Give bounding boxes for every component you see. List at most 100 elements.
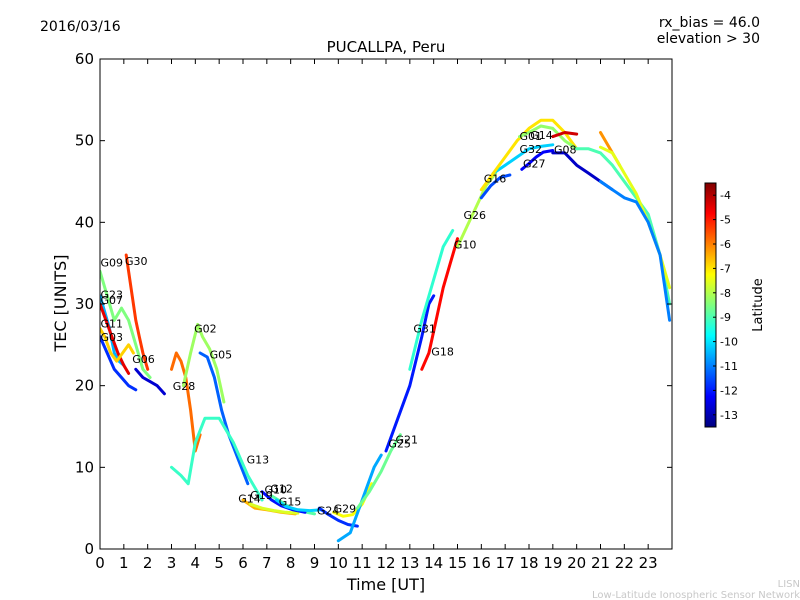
colorbar-tick-label: -4 — [720, 189, 731, 202]
series-line-G27 — [520, 149, 555, 171]
satellite-label: G25 — [388, 438, 411, 451]
plot-frame — [99, 58, 673, 550]
series-line-G18 — [420, 237, 459, 371]
x-tick-label: 21 — [591, 554, 610, 572]
satellite-label: G10 — [265, 484, 288, 497]
footer-org-full: Low-Latitude Ionospheric Sensor Network — [592, 590, 800, 600]
series-line-G26 — [456, 171, 498, 249]
x-tick-label: 4 — [191, 554, 201, 572]
satellite-label: G13 — [247, 453, 270, 466]
axes: 0 1 2 3 4 5 6 7 8 9 10 11 12 13 14 15 16 17 18 19 20 21 22 2301… — [75, 50, 673, 572]
y-axis-label: TEC [UNITS] — [51, 255, 70, 353]
series-line-G25 — [336, 453, 383, 543]
y-tick-label: 50 — [75, 132, 94, 150]
colorbar-tick-label: -5 — [720, 214, 731, 227]
satellite-label: G05 — [210, 349, 233, 362]
satellite-label: G12 — [270, 483, 293, 496]
x-tick-label: 6 — [238, 554, 248, 572]
plot-area — [100, 118, 672, 543]
y-tick-label: 60 — [75, 50, 94, 68]
series-line-G33 — [599, 180, 672, 322]
satellite-label: G23 — [101, 288, 124, 301]
colorbar-label: Latitude — [751, 278, 766, 332]
series-line-G02 — [181, 322, 226, 404]
satellite-label: G29 — [334, 502, 357, 515]
date-label: 2016/03/16 — [40, 19, 121, 35]
satellite-label: G31 — [413, 323, 436, 336]
series-line-G13 — [170, 416, 264, 502]
series-line-G16 — [479, 173, 512, 200]
y-tick-label: 40 — [75, 213, 94, 231]
satellite-label: G32 — [520, 143, 543, 156]
satellite-labels: G09 G30G23G07G11G03G06G02G05G28G13G14G19G… — [101, 129, 577, 518]
colorbar-tick-label: -7 — [720, 262, 731, 275]
series-line-G14b — [518, 124, 579, 151]
elevation-label: elevation > 30 — [657, 31, 760, 47]
x-tick-label: 7 — [262, 554, 272, 572]
series-line-G07 — [100, 302, 131, 375]
chart-title: PUCALLPA, Peru — [327, 38, 446, 56]
satellite-label: G08 — [554, 144, 577, 157]
colorbar-tick-label: -8 — [720, 287, 731, 300]
satellite-label: G14 — [530, 129, 553, 142]
satellite-label: G24 — [317, 505, 340, 518]
series-line-G28 — [170, 351, 202, 453]
x-tick-label: 9 — [310, 554, 320, 572]
series-line-G03 — [100, 327, 135, 363]
x-tick-label: 23 — [639, 554, 658, 572]
satellite-label: G10 — [454, 239, 477, 252]
satellite-label: G18 — [431, 346, 454, 359]
colorbar-tick-label: -11 — [720, 360, 738, 373]
x-tick-label: 20 — [567, 554, 586, 572]
y-tick-label: 20 — [75, 377, 94, 395]
x-tick-label: 0 — [95, 554, 105, 572]
x-tick-label: 14 — [424, 554, 443, 572]
satellite-label: G21 — [396, 434, 419, 447]
series-line-G32 — [491, 143, 555, 175]
x-tick-label: 1 — [119, 554, 129, 572]
satellite-label: G07 — [101, 294, 124, 307]
colorbar-tick-label: -9 — [720, 311, 731, 324]
satellite-label: G06 — [132, 353, 155, 366]
satellite-label: G14 — [238, 492, 261, 505]
colorbar-tick-label: -10 — [720, 336, 738, 349]
satellite-label: G19 — [250, 489, 273, 502]
satellite-label: G15 — [279, 496, 302, 509]
rx-bias-label: rx_bias = 46.0 — [659, 15, 760, 31]
series-line-G31 — [384, 294, 436, 453]
series-line-G09 — [100, 269, 152, 379]
satellite-label: G28 — [173, 380, 196, 393]
x-axis-label: Time [UT] — [346, 575, 425, 594]
footer-org-short: LISN — [778, 579, 800, 590]
satellite-label: G26 — [464, 209, 487, 222]
colorbar-tick-label: -12 — [720, 384, 738, 397]
y-tick-label: 30 — [75, 295, 94, 313]
colorbar-tick-label: -6 — [720, 238, 731, 251]
series-line-G15 — [274, 498, 324, 513]
x-tick-label: 16 — [472, 554, 491, 572]
satellite-label: G11 — [101, 318, 124, 331]
series-line-G11 — [100, 335, 138, 392]
series-line-G30 — [124, 253, 150, 371]
series-line-G22 — [551, 131, 579, 139]
series-line-G21 — [355, 433, 402, 510]
x-tick-label: 8 — [286, 554, 296, 572]
x-tick-label: 10 — [329, 554, 348, 572]
satellite-label: G01 — [520, 130, 543, 143]
series-line-G24 — [317, 506, 359, 528]
x-tick-label: 22 — [615, 554, 634, 572]
colorbar-gradient — [704, 182, 717, 428]
satellite-label: G02 — [194, 323, 217, 336]
colorbar: -13 -12 -11 -10 -9 -8 -7 -6 -5 -4 — [704, 182, 738, 428]
x-tick-label: 17 — [496, 554, 515, 572]
x-tick-label: 3 — [167, 554, 177, 572]
x-tick-label: 13 — [400, 554, 419, 572]
y-tick-label: 10 — [75, 458, 94, 476]
x-tick-label: 5 — [214, 554, 224, 572]
x-tick-label: 19 — [543, 554, 562, 572]
y-tick-label: 0 — [84, 540, 94, 558]
series-line-G06 — [134, 367, 166, 396]
series-line-G19b — [599, 145, 672, 290]
satellite-label: G16 — [484, 172, 507, 185]
series-line-G19 — [248, 502, 300, 515]
